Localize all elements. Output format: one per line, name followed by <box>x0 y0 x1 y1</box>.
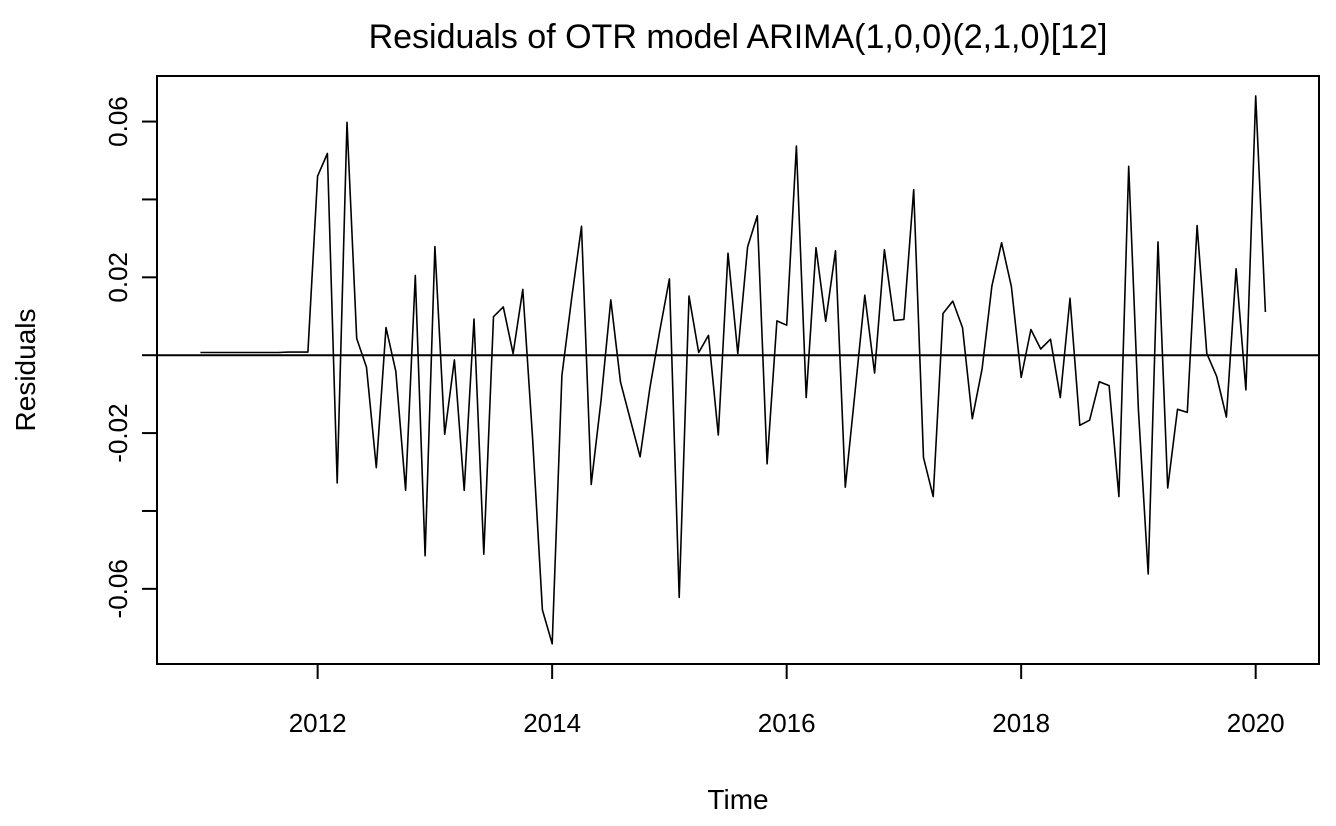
y-tick-label: -0.06 <box>103 559 133 618</box>
x-tick-label: 2012 <box>289 708 347 738</box>
chart-title: Residuals of OTR model ARIMA(1,0,0)(2,1,… <box>369 18 1108 56</box>
y-axis-title: Residuals <box>10 309 41 432</box>
x-axis: 2012 2014 2016 2018 2020 <box>289 663 1285 738</box>
x-tick-label: 2020 <box>1227 708 1285 738</box>
x-tick-label: 2014 <box>523 708 581 738</box>
y-tick-label: -0.02 <box>103 403 133 462</box>
x-axis-title: Time <box>707 784 768 815</box>
plot-frame <box>156 75 1320 665</box>
residuals-series-line <box>200 95 1267 645</box>
y-axis: -0.06 -0.02 0.02 0.06 <box>103 96 157 618</box>
x-tick-label: 2018 <box>992 708 1050 738</box>
y-tick-label: 0.06 <box>103 96 133 147</box>
y-tick-label: 0.02 <box>103 252 133 303</box>
x-tick-label: 2016 <box>758 708 816 738</box>
